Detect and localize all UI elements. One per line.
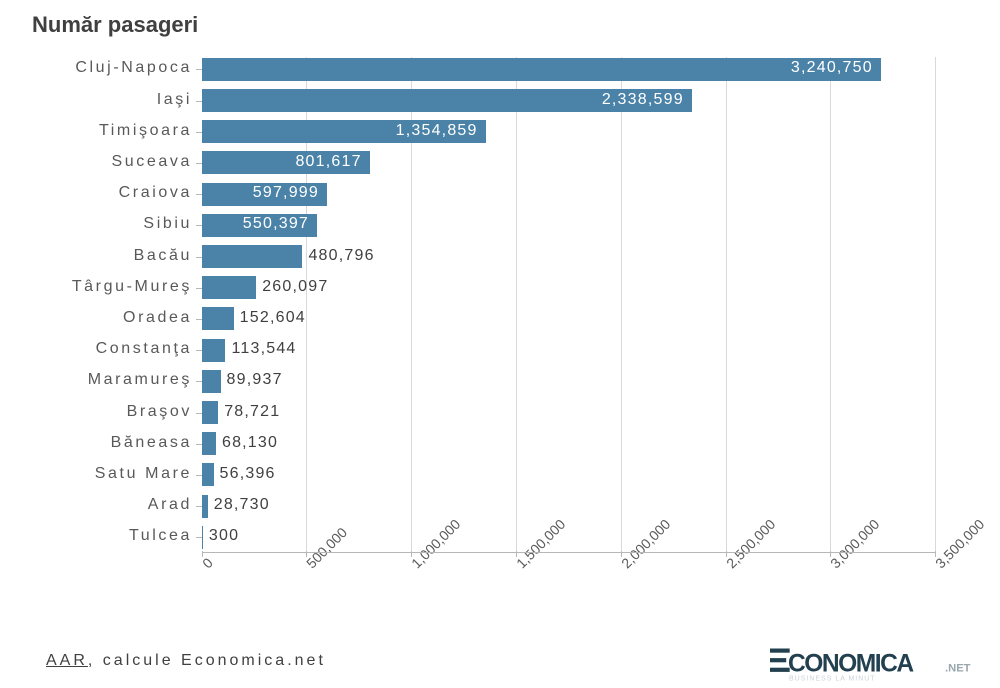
svg-text:BUSINESS LA MINUT: BUSINESS LA MINUT [789,676,876,683]
svg-text:CONOMICA: CONOMICA [788,651,914,678]
svg-text:.NET: .NET [945,663,971,675]
